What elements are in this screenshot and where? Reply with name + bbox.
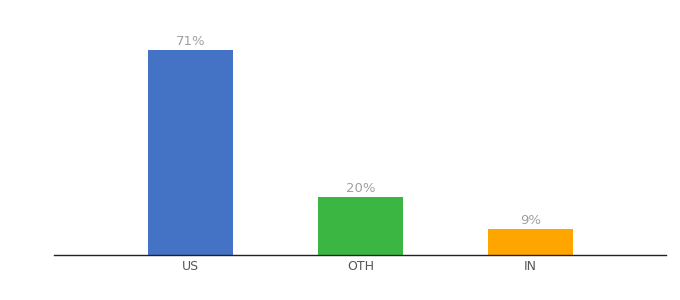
Bar [318,197,403,255]
Text: 9%: 9% [520,214,541,227]
Bar [148,50,233,255]
Bar [488,229,573,255]
Text: 20%: 20% [345,182,375,195]
Text: 71%: 71% [175,35,205,48]
